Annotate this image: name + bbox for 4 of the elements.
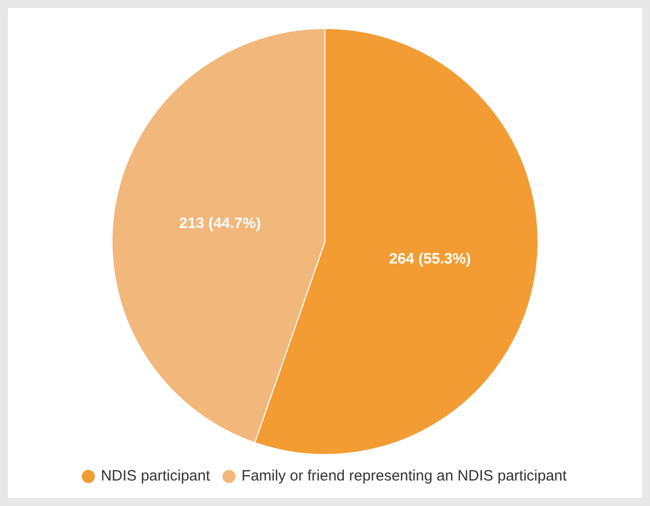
data-label: 213 (44.7%): [179, 214, 261, 232]
data-label: 264 (55.3%): [389, 250, 471, 268]
legend-label: Family or friend representing an NDIS participant: [242, 468, 568, 485]
legend-label: NDIS participant: [100, 468, 211, 485]
